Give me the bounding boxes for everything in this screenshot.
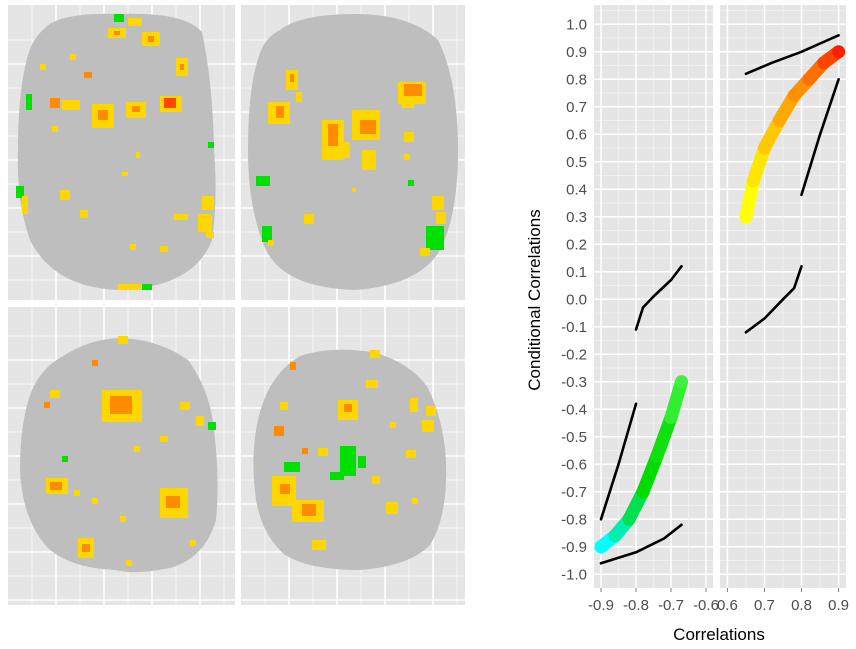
colored-series-point	[622, 512, 636, 526]
colored-series-point	[802, 72, 816, 86]
y-tick-label: -0.6	[561, 456, 587, 473]
colored-series-segment	[650, 411, 678, 463]
y-tick-labels: 1.0 0.9 0.8 0.7 0.6 0.5 0.4 0.3 0.2 0.1 0.0 -0.1 -0.…	[561, 16, 587, 583]
colored-series-point	[650, 449, 664, 463]
y-tick-label: 0.8	[566, 71, 587, 88]
activation-blobs	[256, 70, 446, 256]
colored-series-point	[594, 540, 608, 554]
black-series-line	[744, 264, 803, 334]
x-tick-label: 0.6	[717, 597, 738, 614]
y-tick-label: 0.6	[566, 126, 587, 143]
black-series-line	[634, 264, 683, 331]
x-tick-label: -0.6	[693, 597, 719, 614]
x-tick-label: 0.9	[828, 597, 849, 614]
x-tick-label: -0.9	[588, 597, 614, 614]
colored-series-point	[746, 174, 760, 188]
y-tick-label: 0.5	[566, 154, 587, 171]
x-axis-title: Correlations	[673, 625, 765, 644]
brain-maps	[8, 5, 465, 605]
brain-panel-top-left	[8, 5, 235, 300]
colored-series-point	[757, 141, 771, 155]
y-tick-label: -0.2	[561, 346, 587, 363]
brain-panel-bottom-right	[241, 307, 465, 605]
y-tick-label: 0.4	[566, 181, 587, 198]
scatter-chart: 1.0 0.9 0.8 0.7 0.6 0.5 0.4 0.3 0.2 0.1 0.0 -0.1 -0.…	[525, 5, 849, 644]
y-axis-title: Conditional Correlations	[525, 209, 544, 390]
colored-series-point	[832, 45, 846, 59]
y-tick-label: -0.8	[561, 511, 587, 528]
colored-series-point	[608, 529, 622, 543]
x-tick-label: -0.8	[623, 597, 649, 614]
x-tick-label: 0.7	[754, 597, 775, 614]
y-tick-label: 1.0	[566, 16, 587, 33]
brain-panel-bottom-left	[8, 307, 235, 605]
colored-series-point	[664, 411, 678, 424]
black-series-line	[599, 523, 683, 565]
y-tick-label: 0.7	[566, 99, 587, 116]
colored-series-point	[817, 56, 831, 70]
colored-series-point	[675, 375, 688, 389]
y-tick-label: -0.1	[561, 319, 587, 336]
y-tick-label: -0.4	[561, 401, 587, 418]
colored-series-point	[739, 210, 753, 224]
black-series-line	[744, 33, 840, 76]
y-tick-label: 0.9	[566, 44, 587, 61]
x-tick-labels: -0.9 -0.8 -0.7 -0.60.6 0.7 0.8 0.9	[588, 588, 849, 614]
y-tick-label: 0.3	[566, 209, 587, 226]
brain-slice	[20, 338, 218, 573]
x-tick-label: -0.7	[658, 597, 684, 614]
y-tick-label: 0.1	[566, 264, 587, 281]
black-series-line	[599, 402, 638, 521]
colored-series-point	[636, 485, 650, 499]
activation-blobs	[44, 336, 216, 566]
black-series-line	[800, 78, 840, 197]
y-tick-label: -0.7	[561, 484, 587, 501]
y-tick-label: -1.0	[561, 566, 587, 583]
brain-slice	[17, 13, 216, 291]
colored-series-point	[772, 114, 786, 127]
y-tick-label: 0.0	[566, 291, 587, 308]
activation-blobs	[272, 350, 436, 550]
data-marks	[594, 33, 846, 565]
colored-series-point	[787, 89, 801, 103]
x-tick-label: 0.8	[791, 597, 812, 614]
y-tick-label: 0.2	[566, 236, 587, 253]
y-tick-label: -0.9	[561, 539, 587, 556]
activation-blobs	[16, 14, 214, 290]
y-tick-label: -0.5	[561, 429, 587, 446]
brain-panel-top-right	[241, 5, 465, 300]
y-tick-label: -0.3	[561, 374, 587, 391]
